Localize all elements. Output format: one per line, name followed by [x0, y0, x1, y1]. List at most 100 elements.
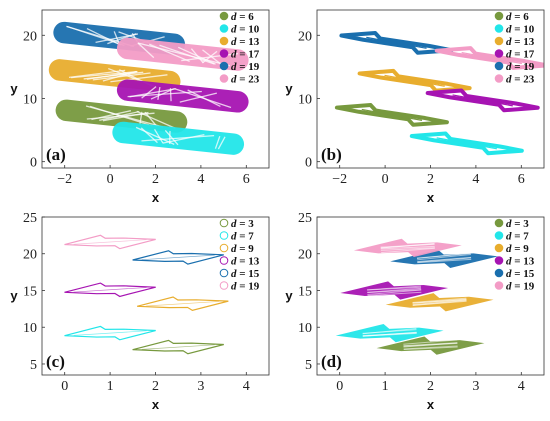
trajectory-gap [187, 89, 221, 108]
trajectory-gap [86, 27, 121, 46]
trajectory-inner [141, 254, 215, 261]
x-tick-label: 2 [427, 172, 434, 187]
trajectory-gap [362, 329, 417, 334]
trajectory-bridge [384, 74, 445, 87]
legend-label-23: d = 23 [231, 74, 260, 86]
trajectory-gap [403, 345, 458, 350]
trajectory-outline [64, 282, 156, 298]
y-tick-label: 25 [23, 211, 37, 226]
legend-marker-23 [219, 74, 229, 83]
legend-label-6: d = 6 [231, 11, 254, 23]
trajectory-23 [116, 37, 249, 71]
legend-label-7: d = 7 [231, 231, 254, 243]
x-tick-label: 3 [472, 379, 479, 394]
x-tick-label: 3 [197, 379, 204, 394]
x-axis-label: x [152, 397, 160, 412]
x-tick-label: 2 [152, 379, 159, 394]
trajectory-fill [335, 323, 444, 343]
legend-marker-9 [494, 243, 504, 253]
y-tick-label: 10 [298, 92, 312, 107]
trajectory-outline [136, 296, 229, 312]
panel-label: (d) [321, 352, 342, 371]
trajectory-loop [357, 68, 472, 93]
y-tick-label: 20 [23, 248, 37, 263]
legend-label-3: d = 3 [231, 218, 254, 230]
x-tick-label: 4 [518, 379, 525, 394]
x-tick-label: −2 [332, 172, 347, 187]
trajectory-gap [403, 346, 458, 351]
x-tick-label: 1 [382, 379, 389, 394]
trajectory-gap [362, 332, 417, 337]
trajectory-gap [127, 90, 202, 98]
y-tick-label: 5 [30, 358, 37, 373]
x-tick-label: 4 [472, 172, 479, 187]
trajectory-3 [376, 336, 485, 355]
trajectory-19 [64, 234, 156, 250]
trajectory-gap [412, 299, 467, 306]
trajectory-gap [381, 247, 435, 254]
y-axis-label: y [285, 288, 293, 303]
legend-label-13: d = 13 [506, 256, 535, 268]
trajectory-gap [179, 92, 217, 103]
x-tick-label: 1 [107, 379, 114, 394]
trajectory-inner [146, 301, 220, 307]
trajectory-gap [150, 87, 175, 100]
trajectory-23 [434, 46, 544, 70]
legend-label-13: d = 13 [506, 36, 535, 48]
trajectory-gap [367, 287, 422, 293]
x-tick-label: 6 [518, 172, 525, 187]
trajectory-gap [417, 253, 471, 261]
x-tick-label: 0 [107, 172, 114, 187]
trajectory-gap [110, 74, 168, 83]
trajectory-gap [169, 130, 171, 144]
legend-marker-19 [494, 281, 504, 290]
legend-marker-7 [494, 231, 504, 240]
trajectory-gap [68, 69, 126, 79]
legend-label-17: d = 17 [231, 49, 260, 61]
trajectory-13 [340, 281, 449, 300]
y-tick-label: 15 [298, 284, 312, 299]
trajectory-inner [73, 239, 147, 245]
trajectory-inner [141, 344, 215, 350]
y-tick-label: 5 [305, 358, 312, 373]
panel-label: (c) [46, 352, 65, 371]
y-tick-label: 0 [30, 156, 37, 171]
legend-label-3: d = 3 [506, 218, 529, 230]
legend-label-19: d = 19 [231, 281, 260, 293]
trajectory-gap [412, 297, 467, 304]
trajectory-loop [425, 88, 540, 113]
x-tick-label: 0 [61, 379, 68, 394]
legend-marker-6 [494, 11, 504, 21]
y-tick-label: 10 [23, 92, 37, 107]
trajectory-13 [357, 68, 472, 93]
trajectory-9 [385, 293, 494, 312]
trajectory-inner [73, 330, 147, 336]
trajectory-gap [91, 110, 132, 121]
y-tick-label: 0 [305, 156, 312, 171]
trajectory-gap [71, 71, 138, 79]
panel-label: (a) [46, 145, 66, 164]
y-tick-label: 10 [298, 321, 312, 336]
trajectory-7 [335, 323, 444, 343]
trajectory-gap [403, 342, 458, 348]
trajectory-outline [64, 325, 156, 341]
legend-label-13: d = 13 [231, 256, 260, 268]
plot-area [334, 30, 544, 156]
trajectory-gap [367, 291, 422, 297]
trajectory-gap [157, 86, 161, 100]
trajectory-bridge [452, 94, 513, 107]
x-tick-label: 6 [243, 172, 250, 187]
legend-label-15: d = 15 [231, 268, 260, 280]
y-axis-label: y [10, 288, 18, 303]
legend-marker-13 [219, 36, 229, 46]
trajectory-gap [380, 247, 435, 251]
x-tick-label: 0 [382, 172, 389, 187]
legend-label-19: d = 19 [231, 61, 260, 73]
x-axis-label: x [427, 397, 435, 412]
trajectory-17 [425, 88, 540, 113]
trajectory-6 [334, 103, 449, 127]
trajectory-6 [55, 99, 188, 133]
y-axis-label: y [285, 81, 293, 96]
